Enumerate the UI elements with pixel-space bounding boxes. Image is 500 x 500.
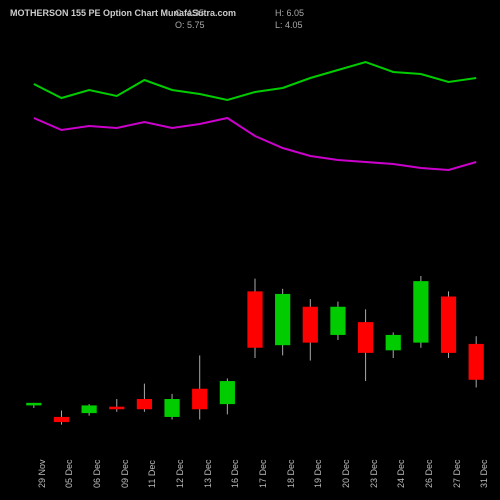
x-tick-label: 11 Dec [147,460,153,488]
x-tick-label: 26 Dec [424,459,430,488]
x-tick-label: 09 Dec [120,459,126,488]
x-tick-label: 27 Dec [452,459,458,488]
options-chart: MOTHERSON 155 PE Option Chart MunafaSutr… [0,0,500,500]
x-tick-label: 06 Dec [92,459,98,488]
x-tick-label: 16 Dec [230,459,236,488]
x-tick-label: 12 Dec [175,459,181,488]
x-tick-label: 23 Dec [369,459,375,488]
x-tick-label: 24 Dec [396,459,402,488]
x-tick-label: 29 Nov [37,459,43,488]
x-tick-label: 20 Dec [341,459,347,488]
x-tick-label: 18 Dec [286,459,292,488]
x-tick-label: 05 Dec [64,459,70,488]
plot-svg [0,0,500,500]
x-tick-label: 19 Dec [313,459,319,488]
x-tick-label: 17 Dec [258,459,264,488]
x-tick-label: 13 Dec [203,459,209,488]
x-tick-label: 31 Dec [479,459,485,488]
